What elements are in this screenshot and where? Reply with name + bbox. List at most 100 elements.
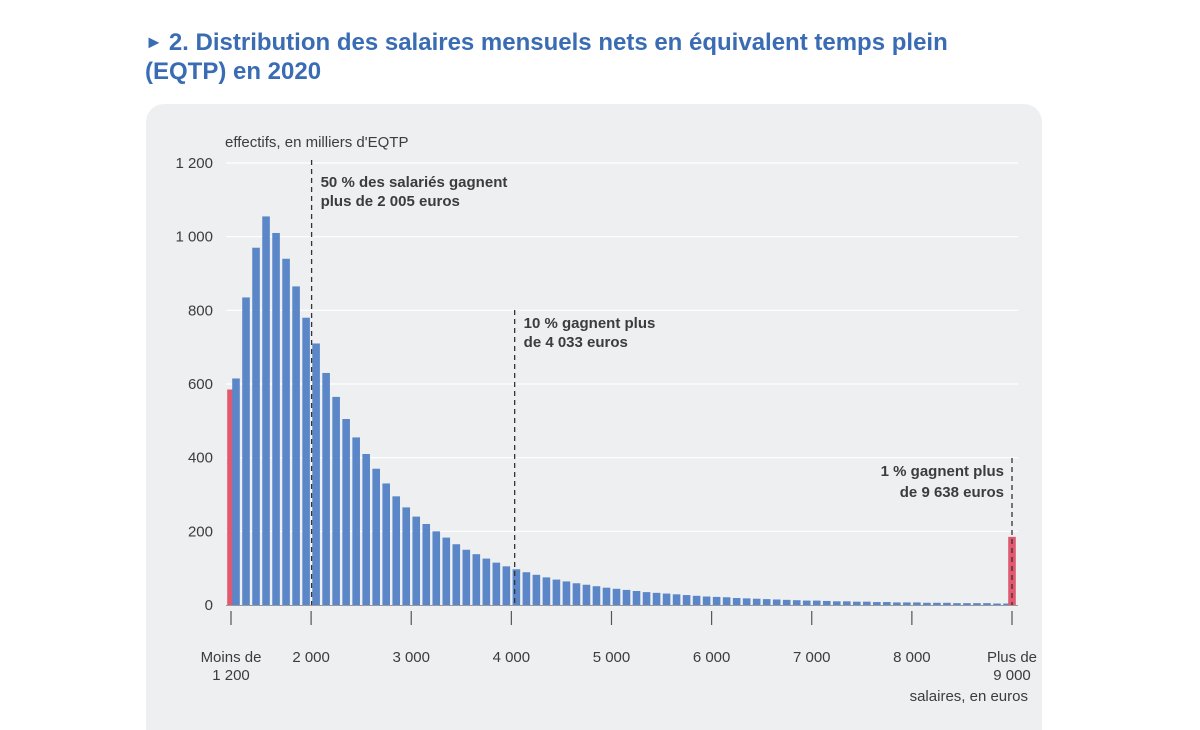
bar — [292, 286, 300, 605]
bar — [973, 603, 981, 605]
bar — [572, 583, 581, 605]
bar — [913, 602, 921, 605]
x-tick-label-line2: 1 200 — [212, 667, 250, 684]
x-tick-label: 2 000 — [292, 649, 330, 666]
bar — [883, 602, 891, 605]
bars — [227, 216, 1016, 606]
arrow-icon: ► — [145, 32, 163, 52]
bar — [832, 601, 841, 605]
bar — [943, 602, 951, 605]
bar — [822, 600, 831, 605]
chart-title-line1: 2. Distribution des salaires mensuels ne… — [168, 29, 948, 56]
x-axis: Moins de1 200 2 000 3 000 4 000 5 000 6 000 7 … — [201, 605, 1037, 684]
bar — [362, 453, 370, 605]
annotations: 50 % des salariés gagnent plus de 2 005 e… — [310, 160, 1013, 605]
bar — [452, 544, 461, 605]
bar — [762, 599, 771, 605]
bar — [232, 378, 240, 605]
bar — [402, 507, 411, 605]
bar — [612, 588, 621, 605]
x-tick-label: Moins de — [201, 649, 262, 666]
bar — [993, 603, 1001, 605]
bar — [672, 594, 681, 605]
bar — [732, 598, 741, 605]
x-tick-label: Plus de — [987, 649, 1037, 666]
x-tick-label: 3 000 — [392, 649, 430, 666]
x-tick-label: 6 000 — [693, 649, 731, 666]
y-tick-label: 1 200 — [175, 155, 213, 172]
bar — [552, 579, 561, 605]
bar — [272, 232, 280, 605]
bar — [622, 589, 631, 605]
chart-title-line2: (EQTP) en 2020 — [145, 58, 322, 85]
y-tick-label: 1 000 — [175, 229, 213, 246]
x-tick-label: 4 000 — [493, 649, 531, 666]
bar — [332, 396, 340, 605]
bar — [782, 599, 791, 605]
bar — [462, 549, 471, 605]
x-tick-label: 8 000 — [893, 649, 931, 666]
bar — [903, 602, 911, 605]
bar — [602, 587, 611, 605]
bar — [262, 216, 270, 606]
bar — [863, 601, 871, 605]
bar — [682, 595, 691, 605]
bar — [873, 602, 881, 605]
bar — [652, 592, 661, 605]
bar — [742, 598, 751, 605]
bar — [722, 597, 731, 605]
bar — [422, 523, 431, 605]
bar — [632, 591, 641, 605]
bar — [382, 483, 390, 605]
y-tick-label: 800 — [188, 302, 213, 319]
bar — [442, 537, 451, 605]
annotation-text-line2: plus de 2 005 euros — [321, 193, 460, 210]
bar — [702, 596, 711, 605]
bar — [923, 602, 931, 605]
bar — [752, 598, 761, 605]
bar — [933, 602, 941, 605]
bar — [642, 592, 651, 605]
y-tick-label: 400 — [188, 450, 213, 467]
bar — [392, 496, 401, 605]
bar — [802, 600, 811, 605]
chart-title: ► 2. Distribution des salaires mensuels n… — [145, 28, 1045, 86]
bar — [512, 569, 521, 605]
bar — [532, 574, 541, 605]
annotation-text: 10 % gagnent plus — [524, 315, 656, 332]
bar — [322, 372, 330, 605]
y-axis-label: effectifs, en milliers d'EQTP — [225, 134, 408, 151]
bar — [582, 584, 591, 605]
bar — [853, 601, 861, 605]
bar — [542, 577, 551, 605]
bar — [662, 593, 671, 605]
bar — [472, 554, 481, 605]
x-tick-label-line2: 9 000 — [993, 667, 1031, 684]
y-axis: 0 200 400 600 800 1 000 1 200 — [175, 155, 213, 614]
bar — [772, 599, 781, 605]
bar — [482, 558, 491, 605]
y-tick-label: 600 — [188, 376, 213, 393]
y-tick-label: 0 — [205, 597, 213, 614]
bar — [282, 258, 290, 605]
x-tick-label: 5 000 — [593, 649, 631, 666]
bar — [342, 418, 350, 605]
annotation-text-line2: de 4 033 euros — [524, 334, 628, 351]
bar — [502, 566, 511, 605]
bar — [1003, 603, 1011, 605]
bar — [522, 572, 531, 605]
bar — [312, 343, 320, 605]
bar — [432, 531, 441, 605]
bar — [242, 297, 250, 605]
bar — [352, 437, 360, 605]
bar — [893, 602, 901, 605]
bar — [562, 581, 571, 605]
bar — [842, 601, 851, 605]
bar — [983, 603, 991, 605]
gridlines — [226, 162, 1018, 532]
annotation-text-line2: de 9 638 euros — [900, 484, 1004, 501]
bar — [712, 596, 721, 605]
bar — [412, 516, 421, 605]
bar — [963, 603, 971, 605]
